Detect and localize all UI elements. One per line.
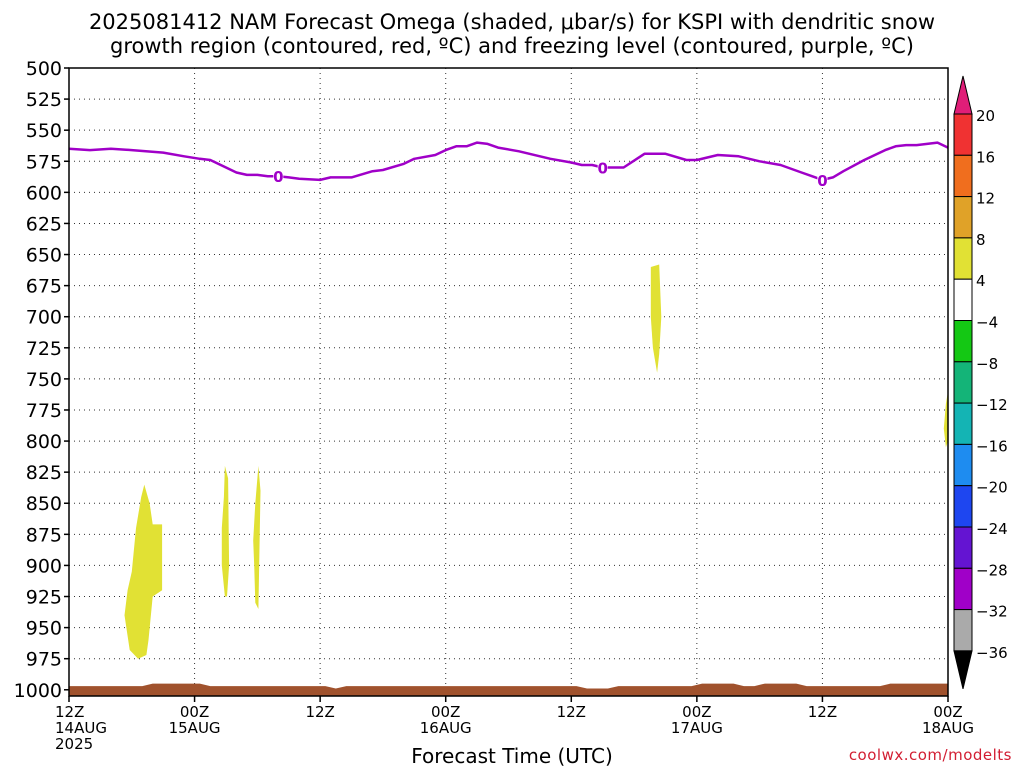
colorbar-segment	[953, 526, 973, 569]
freezing-level-label: 0	[273, 168, 283, 186]
colorbar-label: −36	[976, 644, 1008, 662]
y-tick-label: 625	[26, 213, 62, 235]
x-tick-label: 12Z	[305, 703, 334, 721]
x-tick-label: 15AUG	[169, 719, 221, 737]
colorbar-segment	[953, 278, 973, 322]
x-tick-label: 00Z	[682, 703, 711, 721]
colorbar-label: 20	[976, 107, 995, 125]
omega-region	[253, 465, 261, 609]
colorbar-bottom-arrow	[953, 650, 973, 690]
colorbar-segment	[953, 485, 973, 528]
x-tick-label: 12Z	[808, 703, 837, 721]
colorbar-label: 4	[976, 272, 986, 290]
colorbar-label: −8	[976, 355, 998, 373]
surface-terrain-band	[69, 683, 948, 696]
colorbar-label: −20	[976, 479, 1008, 497]
y-tick-label: 875	[26, 524, 62, 546]
y-tick-label: 725	[26, 338, 62, 360]
colorbar-label: −28	[976, 561, 1008, 579]
y-tick-label: 775	[26, 400, 62, 422]
colorbar-label: −24	[976, 520, 1008, 538]
x-tick-label: 14AUG	[55, 719, 107, 737]
colorbar-segment	[953, 443, 973, 487]
freezing-label-bg	[817, 171, 828, 188]
y-tick-label: 1000	[14, 680, 62, 702]
y-tick-label: 675	[26, 276, 62, 298]
x-tick-label: 00Z	[933, 703, 962, 721]
y-tick-label: 850	[26, 493, 62, 515]
freezing-level-label: 0	[597, 159, 607, 177]
colorbar-segment	[953, 361, 973, 404]
y-tick-label: 925	[26, 587, 62, 609]
y-tick-label: 600	[26, 182, 62, 204]
x-tick-label: 00Z	[180, 703, 209, 721]
y-tick-label: 950	[26, 618, 62, 640]
freezing-label-bg	[597, 159, 608, 176]
colorbar-segment	[953, 154, 973, 198]
x-tick-label: 12Z	[557, 703, 586, 721]
colorbar-segment	[953, 113, 973, 156]
y-tick-label: 550	[26, 120, 62, 142]
y-tick-label: 750	[26, 369, 62, 391]
x-tick-label: 2025	[55, 735, 93, 753]
plot-frame	[68, 67, 949, 697]
y-tick-label: 825	[26, 462, 62, 484]
y-tick-label: 500	[26, 58, 62, 80]
y-tick-label: 575	[26, 151, 62, 173]
chart-title-line-1: 2025081412 NAM Forecast Omega (shaded, μ…	[88, 10, 936, 34]
colorbar-label: −32	[976, 603, 1008, 621]
plot-area	[69, 68, 948, 696]
colorbar-segment	[953, 567, 973, 611]
omega-region	[221, 465, 230, 597]
colorbar-segment	[953, 196, 973, 239]
x-tick-label: 18AUG	[922, 719, 974, 737]
y-tick-label: 650	[26, 245, 62, 267]
x-tick-label: 00Z	[431, 703, 460, 721]
x-axis-label: Forecast Time (UTC)	[411, 744, 613, 768]
omega-region	[943, 391, 948, 448]
colorbar-label: 12	[976, 190, 995, 208]
x-tick-label: 16AUG	[420, 719, 472, 737]
source-credit[interactable]: coolwx.com/modelts	[848, 746, 1012, 764]
y-tick-label: 975	[26, 649, 62, 671]
colorbar-segment	[953, 237, 973, 280]
x-tick-label: 17AUG	[671, 719, 723, 737]
chart-title-line-2: growth region (contoured, red, ºC) and f…	[110, 34, 914, 58]
colorbar-label: 8	[976, 231, 986, 249]
x-tick-label: 12Z	[55, 703, 84, 721]
colorbar-top-arrow	[953, 75, 973, 115]
colorbar-segment	[953, 320, 973, 363]
colorbar-label: 16	[976, 148, 995, 166]
y-tick-label: 525	[26, 89, 62, 111]
colorbar-label: −16	[976, 437, 1008, 455]
colorbar-segment	[953, 402, 973, 445]
y-tick-label: 700	[26, 307, 62, 329]
freezing-label-bg	[273, 168, 284, 185]
colorbar-label: −12	[976, 396, 1008, 414]
freezing-level-label: 0	[817, 172, 827, 190]
omega-region	[124, 484, 163, 659]
y-tick-label: 800	[26, 431, 62, 453]
omega-region	[650, 264, 662, 373]
y-tick-label: 900	[26, 555, 62, 577]
colorbar-label: −4	[976, 314, 998, 332]
colorbar-segment	[953, 609, 973, 652]
